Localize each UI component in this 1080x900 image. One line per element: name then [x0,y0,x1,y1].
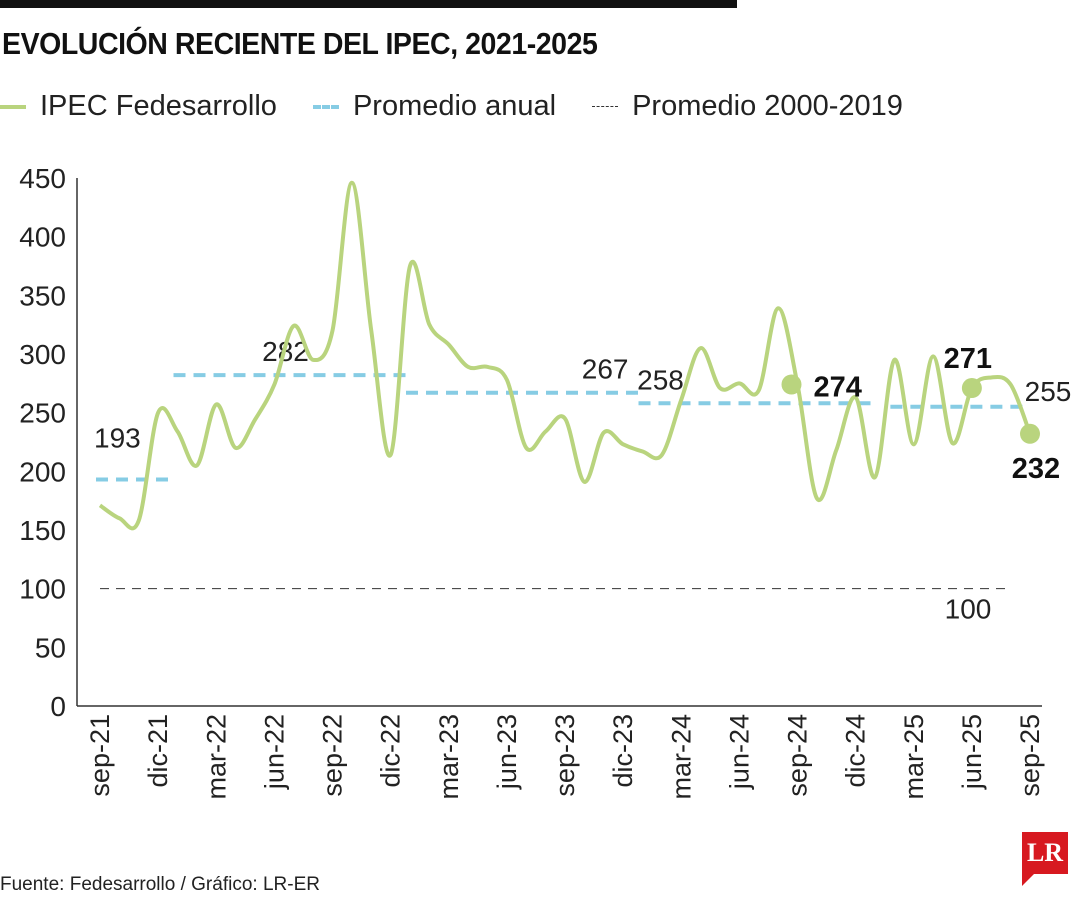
y-tick-label: 200 [19,456,66,487]
top-rule [0,0,737,8]
legend-swatch-dashed [312,104,339,109]
lr-logo: LR [1022,832,1068,874]
legend-item-ipec: IPEC Fedesarrollo [0,90,277,123]
x-tick-label: mar-22 [201,714,231,800]
legend-item-annual: Promedio anual [312,90,557,123]
legend-swatch-thin-dashed [592,106,619,107]
legend-swatch-solid [0,104,26,109]
annotation-label: 232 [1012,453,1060,485]
y-tick-label: 450 [19,163,66,194]
annotation-marker [961,378,982,399]
source-note: Fuente: Fedesarrollo / Gráfico: LR-ER [0,874,320,895]
x-tick-label: mar-25 [899,714,929,800]
x-tick-label: jun-22 [259,714,289,790]
x-tick-label: jun-23 [492,714,522,790]
x-tick-label: dic-21 [143,714,173,788]
y-tick-label: 150 [19,515,66,546]
x-tick-label: mar-24 [666,714,696,800]
x-tick-label: sep-23 [550,714,580,797]
y-tick-label: 300 [19,339,66,370]
y-tick-label: 50 [35,632,66,663]
legend-label: Promedio anual [352,90,557,122]
legend-item-longterm: Promedio 2000-2019 [592,90,903,123]
y-tick-label: 0 [50,691,66,722]
y-tick-label: 400 [19,222,66,253]
x-tick-label: jun-24 [724,714,754,790]
annual-average-label: 193 [94,423,141,454]
x-tick-label: sep-25 [1015,714,1045,797]
x-tick-label: dic-22 [376,714,406,788]
ipec-series-line [98,180,1032,531]
annual-average-label: 267 [582,354,629,385]
x-tick-label: mar-23 [434,714,464,800]
y-tick-label: 350 [19,280,66,311]
chart-title: EVOLUCIÓN RECIENTE DEL IPEC, 2021-2025 [2,26,598,61]
legend-label: IPEC Fedesarrollo [40,90,277,122]
lr-logo-tail [1022,872,1036,886]
legend-label: Promedio 2000-2019 [632,90,903,122]
annotation-marker [1020,423,1040,444]
x-tick-label: sep-24 [783,714,813,797]
y-tick-label: 250 [19,398,66,429]
x-tick-label: dic-23 [608,714,638,788]
annual-average-label: 258 [637,364,684,395]
x-tick-label: dic-24 [841,714,871,788]
legend: IPEC Fedesarrollo Promedio anual Promedi… [0,90,939,123]
x-tick-label: sep-22 [318,714,348,797]
annual-average-label: 255 [1025,376,1072,407]
long-term-average-label: 100 [945,594,992,625]
x-tick-label: jun-25 [957,714,987,790]
annotation-label: 271 [944,343,992,375]
annotation-label: 274 [814,372,862,404]
annotation-marker [781,374,802,395]
x-tick-label: sep-21 [85,714,115,797]
y-tick-label: 100 [19,574,66,605]
